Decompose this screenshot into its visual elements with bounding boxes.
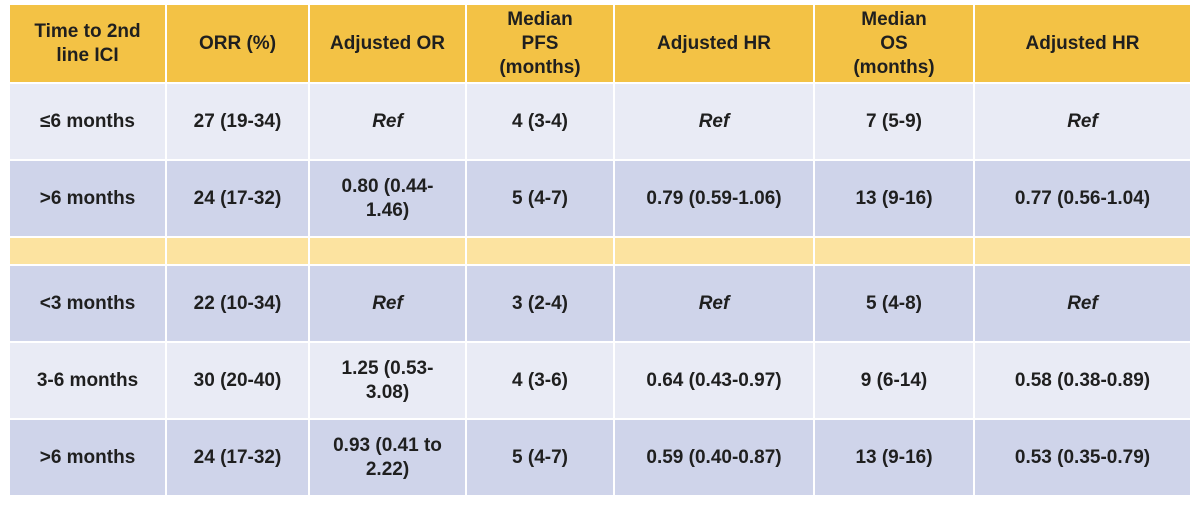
header-cell: Median OS (months): [815, 5, 973, 82]
cell: 7 (5-9): [815, 84, 973, 159]
cell: 0.79 (0.59-1.06): [615, 161, 813, 236]
separator-cell: [167, 238, 308, 264]
cell: 5 (4-8): [815, 266, 973, 341]
separator-row: [10, 238, 1190, 264]
row: ≤6 months 27 (19-34) Ref 4 (3-4) Ref 7 (…: [10, 84, 1190, 159]
header-cell: Adjusted HR: [615, 5, 813, 82]
row: >6 months 24 (17-32) 0.80 (0.44-1.46) 5 …: [10, 161, 1190, 236]
cell: 0.64 (0.43-0.97): [615, 343, 813, 418]
results-table: Time to 2nd line ICI ORR (%) Adjusted OR…: [8, 3, 1192, 497]
cell: 4 (3-4): [467, 84, 613, 159]
header-cell: Adjusted HR: [975, 5, 1190, 82]
header-cell: Time to 2nd line ICI: [10, 5, 165, 82]
cell: >6 months: [10, 420, 165, 495]
header-cell: Median PFS (months): [467, 5, 613, 82]
cell: 1.25 (0.53-3.08): [310, 343, 465, 418]
cell: Ref: [615, 266, 813, 341]
cell: Ref: [615, 84, 813, 159]
cell: 24 (17-32): [167, 161, 308, 236]
cell: 4 (3-6): [467, 343, 613, 418]
cell: 5 (4-7): [467, 161, 613, 236]
cell: 30 (20-40): [167, 343, 308, 418]
cell: 27 (19-34): [167, 84, 308, 159]
separator-cell: [975, 238, 1190, 264]
header-row: Time to 2nd line ICI ORR (%) Adjusted OR…: [10, 5, 1190, 82]
cell: Ref: [975, 266, 1190, 341]
cell: 9 (6-14): [815, 343, 973, 418]
cell: 0.77 (0.56-1.04): [975, 161, 1190, 236]
header-cell: Adjusted OR: [310, 5, 465, 82]
separator-cell: [310, 238, 465, 264]
cell: >6 months: [10, 161, 165, 236]
cell: Ref: [310, 266, 465, 341]
cell: 0.59 (0.40-0.87): [615, 420, 813, 495]
cell: 13 (9-16): [815, 420, 973, 495]
cell: Ref: [975, 84, 1190, 159]
cell: 0.80 (0.44-1.46): [310, 161, 465, 236]
separator-cell: [615, 238, 813, 264]
header-cell: ORR (%): [167, 5, 308, 82]
cell: 22 (10-34): [167, 266, 308, 341]
separator-cell: [10, 238, 165, 264]
cell: 0.93 (0.41 to 2.22): [310, 420, 465, 495]
cell: 0.53 (0.35-0.79): [975, 420, 1190, 495]
row: >6 months 24 (17-32) 0.93 (0.41 to 2.22)…: [10, 420, 1190, 495]
row: <3 months 22 (10-34) Ref 3 (2-4) Ref 5 (…: [10, 266, 1190, 341]
cell: 5 (4-7): [467, 420, 613, 495]
cell: <3 months: [10, 266, 165, 341]
separator-cell: [467, 238, 613, 264]
cell: 3-6 months: [10, 343, 165, 418]
separator-cell: [815, 238, 973, 264]
cell: 24 (17-32): [167, 420, 308, 495]
cell: 3 (2-4): [467, 266, 613, 341]
cell: 13 (9-16): [815, 161, 973, 236]
cell: ≤6 months: [10, 84, 165, 159]
cell: Ref: [310, 84, 465, 159]
row: 3-6 months 30 (20-40) 1.25 (0.53-3.08) 4…: [10, 343, 1190, 418]
cell: 0.58 (0.38-0.89): [975, 343, 1190, 418]
